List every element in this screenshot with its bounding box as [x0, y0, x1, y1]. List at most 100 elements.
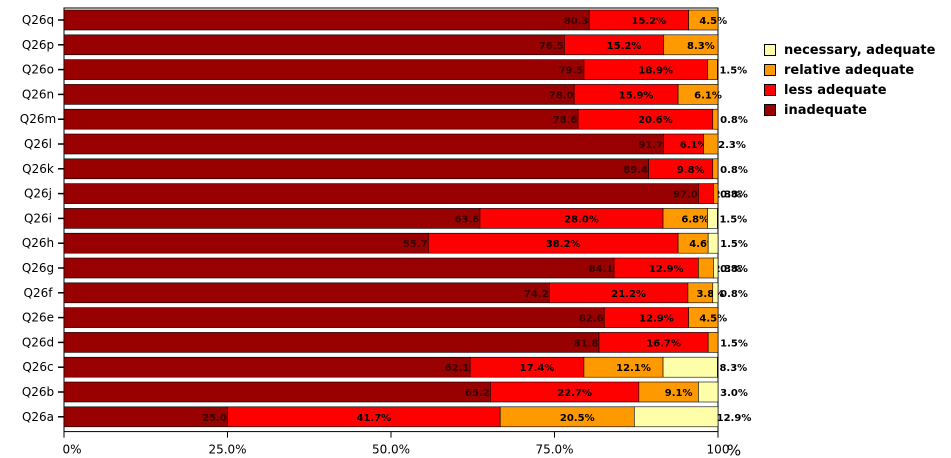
bar-segment: [712, 158, 719, 180]
bar-segment: [63, 257, 615, 279]
bar-segment: [63, 59, 585, 80]
bar-segment: [707, 59, 718, 80]
legend-item: less adequate: [764, 80, 935, 100]
category-label: Q26l: [24, 137, 52, 151]
bar-segment: [703, 133, 719, 155]
bar-segment: [698, 183, 714, 204]
data-label: 78.6%: [553, 115, 588, 126]
x-unit-label: %: [727, 442, 741, 458]
bar-segment: [707, 332, 719, 353]
bar-segment: [63, 381, 491, 403]
category-label: Q26n: [22, 87, 54, 101]
bar-segment: [688, 307, 719, 328]
data-label: 1.5%: [719, 214, 747, 225]
data-label: 74.2%: [524, 289, 559, 300]
data-label: 2.3%: [714, 264, 742, 275]
data-label: 76.5%: [539, 41, 574, 52]
data-label: 80.3%: [564, 16, 599, 27]
data-label: 2.3%: [718, 140, 746, 151]
data-label: 22.7%: [557, 388, 592, 399]
bar-segment: [698, 257, 714, 279]
data-label: 6.8%: [681, 214, 709, 225]
bar-segment: [663, 34, 719, 56]
data-label: 25.0%: [202, 413, 237, 424]
legend-swatch: [764, 64, 776, 76]
data-label: 12.9%: [649, 264, 684, 275]
legend-label: relative adequate: [784, 62, 915, 78]
data-label: 78.0%: [549, 90, 584, 101]
data-label: 82.6%: [579, 314, 614, 325]
legend-item: inadequate: [764, 100, 935, 120]
data-label: 4.5%: [699, 314, 727, 325]
data-label: 12.9%: [717, 413, 752, 424]
data-label: 3.8%: [696, 289, 724, 300]
data-label: 12.1%: [616, 363, 651, 374]
data-label: 20.5%: [560, 413, 595, 424]
bar-segment: [688, 9, 719, 31]
data-label: 15.9%: [619, 90, 654, 101]
bar-segment: [63, 84, 575, 105]
data-label: 17.4%: [520, 363, 555, 374]
data-label: 20.6%: [638, 115, 673, 126]
bar-segment: [63, 183, 699, 204]
x-tick-label: 50.0%: [372, 443, 410, 457]
bar-segment: [662, 356, 718, 378]
category-label: Q26g: [22, 261, 54, 275]
bar-segment: [63, 158, 649, 180]
bar-segment: [63, 133, 665, 155]
legend: necessary, adequate relative adequate less…: [764, 40, 935, 120]
category-label: Q26p: [22, 38, 54, 52]
legend-label: less adequate: [784, 82, 887, 98]
data-label: 1.5%: [720, 239, 748, 250]
category-label: Q26m: [20, 112, 56, 126]
data-label: 12.9%: [639, 314, 674, 325]
data-label: 0.8%: [720, 115, 748, 126]
bar-segment: [707, 232, 719, 254]
data-label: 84.1%: [589, 264, 624, 275]
data-label: 4.6%: [689, 239, 717, 250]
category-label: Q26j: [24, 187, 52, 201]
bar-segment: [63, 332, 600, 353]
data-label: 9.1%: [665, 388, 693, 399]
bar-segment: [698, 381, 719, 403]
category-label: Q26a: [22, 410, 54, 424]
category-label: Q26f: [24, 286, 54, 300]
data-label: 6.1%: [694, 90, 722, 101]
data-label: 81.8%: [574, 338, 609, 349]
category-label: Q26i: [24, 211, 52, 225]
data-label: 97.0%: [673, 190, 708, 201]
legend-label: necessary, adequate: [784, 42, 936, 58]
bar-segment: [713, 183, 719, 204]
data-label: 28.0%: [564, 214, 599, 225]
data-label: 0.8%: [720, 264, 748, 275]
bar-segment: [63, 282, 550, 304]
bar-segment: [63, 232, 429, 254]
bar-segment: [63, 108, 579, 130]
data-label: 65.2%: [465, 388, 500, 399]
data-label: 9.8%: [677, 165, 705, 176]
data-label: 15.2%: [607, 41, 642, 52]
category-label: Q26b: [22, 385, 54, 399]
data-label: 62.1%: [445, 363, 480, 374]
data-label: 1.5%: [719, 66, 747, 77]
data-label: 15.2%: [632, 16, 667, 27]
bar-segment: [677, 84, 719, 105]
data-label: 0.8%: [720, 289, 748, 300]
data-label: 63.6%: [455, 214, 490, 225]
category-label: Q26h: [22, 236, 54, 250]
category-label: Q26d: [22, 335, 54, 349]
legend-swatch: [764, 84, 776, 96]
data-label: 3.0%: [720, 388, 748, 399]
data-label: 8.3%: [687, 41, 715, 52]
category-label: Q26o: [22, 63, 54, 77]
data-label: 55.7%: [403, 239, 438, 250]
x-tick-label: 100: [707, 443, 730, 457]
data-label: 2.3%: [714, 190, 742, 201]
data-label: 1.5%: [720, 338, 748, 349]
x-tick-label: 75.0%: [535, 443, 573, 457]
category-label: Q26c: [22, 360, 53, 374]
category-label: Q26q: [22, 13, 54, 27]
bar-segment: [63, 307, 605, 328]
data-label: 89.4%: [623, 165, 658, 176]
data-label: 18.9%: [638, 66, 673, 77]
